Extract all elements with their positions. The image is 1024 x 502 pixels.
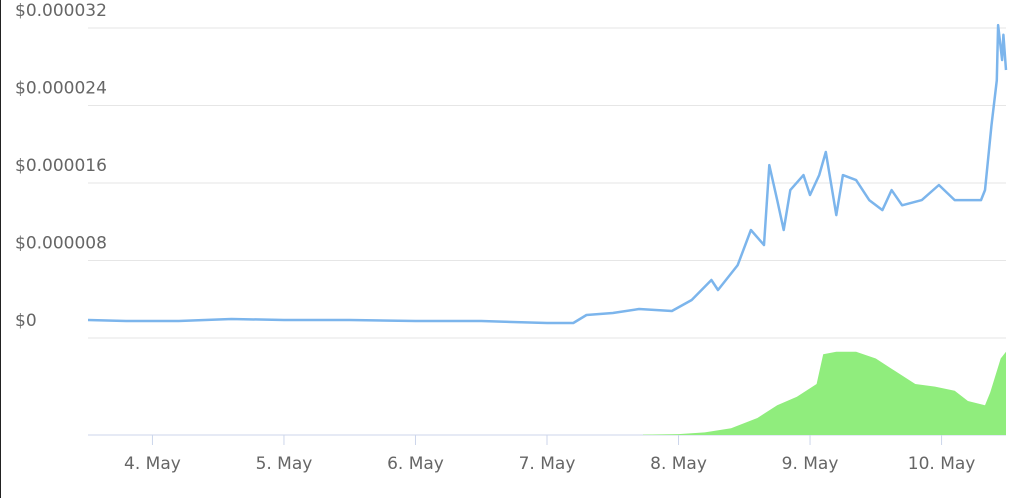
x-tick-label: 8. May xyxy=(650,454,707,474)
y-tick-label: $0.000024 xyxy=(15,79,107,99)
price-line xyxy=(87,23,1008,325)
x-tick-label: 9. May xyxy=(782,454,839,474)
y-tick-label: $0.000008 xyxy=(15,234,107,254)
volume-area xyxy=(643,351,1006,435)
x-tick-label: 5. May xyxy=(256,454,313,474)
x-tick-label: 4. May xyxy=(124,454,181,474)
x-tick-label: 10. May xyxy=(908,454,976,474)
y-tick-label: $0 xyxy=(15,311,37,331)
y-tick-label: $0.000032 xyxy=(15,1,107,21)
y-tick-label: $0.000016 xyxy=(15,156,107,176)
x-tick-label: 6. May xyxy=(387,454,444,474)
x-tick-label: 7. May xyxy=(519,454,576,474)
